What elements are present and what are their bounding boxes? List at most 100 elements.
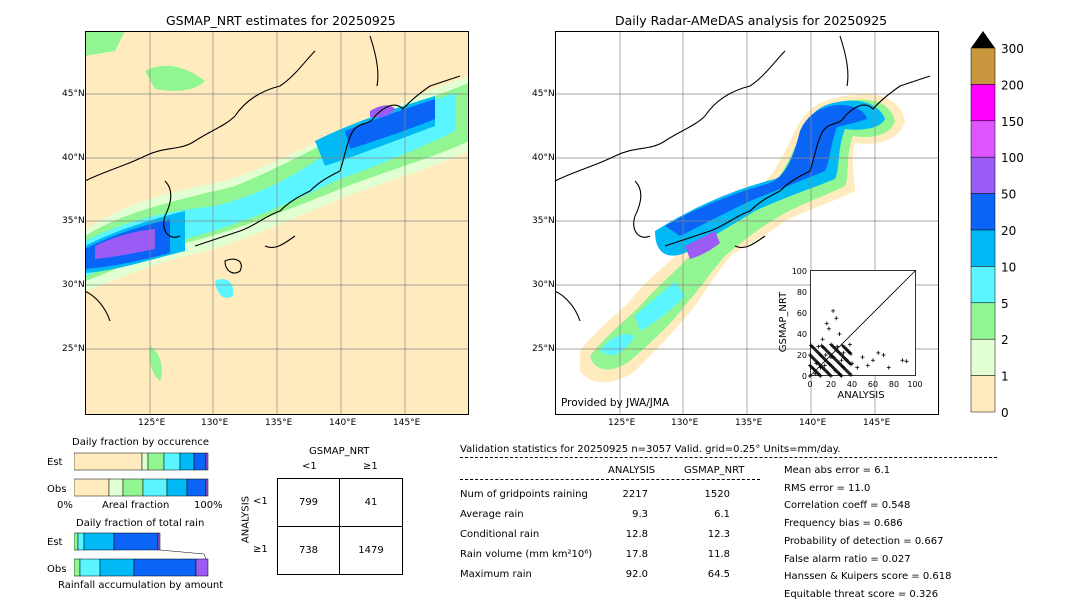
- scatter-plot: 00 20 20 40 40 60 60 80 80 100 100 ANALYSIS GSMAP_…: [778, 267, 923, 401]
- colorbar-tick-label: 10: [1001, 260, 1016, 274]
- scatter-xtick: 60: [868, 380, 878, 389]
- colorbar-tick-label: 50: [1001, 188, 1016, 202]
- validation-row-label: Average rain: [460, 509, 524, 520]
- right-map: [555, 31, 939, 415]
- left-lon-label: 140°E: [329, 418, 357, 428]
- score-line: Probability of detection = 0.667: [784, 535, 944, 547]
- scatter-point: [820, 337, 825, 342]
- contingency-divider: [278, 526, 402, 527]
- left-lon-label: 145°E: [393, 418, 421, 428]
- right-lon-label: 145°E: [863, 418, 891, 428]
- colorbar-block: [970, 338, 996, 376]
- occurrence-row-obs: Obs: [47, 484, 67, 495]
- colorbar-tick-label: 300: [1001, 42, 1024, 56]
- contingency-cell: 41: [364, 497, 378, 508]
- scatter-point: [835, 344, 840, 349]
- scatter-point: [809, 343, 814, 348]
- left-lat-label: 25°N: [62, 344, 85, 354]
- colorbar-block: [970, 156, 996, 194]
- left-lon-label: 125°E: [138, 418, 166, 428]
- colorbar-extend-arrow: [971, 31, 995, 48]
- colorbar-tick-label: 5: [1001, 297, 1009, 311]
- validation-row-gsmap: 64.5: [707, 569, 730, 580]
- score-line: False alarm ratio = 0.027: [784, 553, 911, 565]
- scatter-point: [841, 365, 846, 370]
- colorbar-tick-label: 1: [1001, 370, 1009, 384]
- scatter-ytick: 0: [802, 372, 807, 381]
- validation-row-label: Maximum rain: [460, 569, 532, 580]
- colorbar-block: [970, 375, 996, 413]
- total-rain-row-est: Est: [47, 537, 63, 548]
- scatter-point: [835, 348, 840, 353]
- scatter-xtick: 100: [907, 380, 922, 389]
- colorbar-tick-label: 20: [1001, 224, 1016, 238]
- colorbar-block: [970, 47, 996, 85]
- validation-row-gsmap: 11.8: [707, 549, 730, 560]
- colorbar-block: [970, 193, 996, 231]
- left-lat-label: 40°N: [62, 153, 85, 163]
- colorbar-tick-label: 0: [1001, 406, 1009, 420]
- validation-row-analysis: 2217: [622, 489, 648, 500]
- scatter-ytick: 100: [792, 267, 807, 276]
- scatter-point: [886, 365, 891, 370]
- scatter-point: [848, 362, 853, 367]
- occurrence-axis-left: 0%: [57, 500, 73, 511]
- validation-divider: [460, 457, 997, 458]
- occurrence-title: Daily fraction by occurence: [72, 437, 210, 448]
- validation-row-gsmap: 6.1: [714, 509, 730, 520]
- scatter-point: [822, 363, 827, 368]
- identity-line: [809, 269, 917, 377]
- validation-row: Rain volume (mm km²10⁶) 17.8 11.8: [460, 546, 760, 566]
- left-lon-label: 135°E: [265, 418, 293, 428]
- validation-row-analysis: 17.8: [625, 549, 648, 560]
- scatter-ylabel: GSMAP_NRT: [778, 291, 789, 352]
- validation-row: Num of gridpoints raining 2217 1520: [460, 486, 760, 506]
- validation-header: Validation statistics for 20250925 n=305…: [460, 444, 841, 455]
- left-lat-label: 30°N: [62, 280, 85, 290]
- right-lat-label: 25°N: [532, 344, 555, 354]
- right-lon-label: 125°E: [608, 418, 636, 428]
- scatter-point: [824, 369, 829, 374]
- colorbar-tick-label: 200: [1001, 78, 1024, 92]
- score-line: Mean abs error = 6.1: [784, 465, 891, 476]
- scatter-point: [841, 350, 846, 355]
- scatter-point: [827, 362, 832, 367]
- scatter-point: [818, 374, 823, 378]
- scatter-xtick: 40: [847, 380, 857, 389]
- scatter-point: [855, 365, 860, 370]
- left-lat-label: 45°N: [62, 89, 85, 99]
- total-rain-axis-label: Rainfall accumulation by amount: [58, 580, 224, 591]
- score-line: Equitable threat score = 0.326: [784, 588, 939, 600]
- score-line: Hanssen & Kuipers score = 0.618: [784, 571, 952, 583]
- scatter-point: [837, 332, 842, 336]
- scatter-xtick: 80: [889, 380, 899, 389]
- contingency-cell: 1479: [358, 545, 384, 556]
- colorbar-block: [970, 302, 996, 340]
- scatter-point: [847, 350, 852, 355]
- total-rain-bars: [74, 532, 209, 577]
- contingency-row-header: ANALYSIS: [240, 495, 252, 544]
- validation-table: Num of gridpoints raining 2217 1520 Aver…: [460, 486, 760, 586]
- right-map-title: Daily Radar-AMeDAS analysis for 20250925: [615, 13, 888, 28]
- scatter-point: [839, 358, 844, 363]
- scatter-point: [844, 358, 849, 363]
- right-lon-label: 130°E: [671, 418, 699, 428]
- contingency-cell: 738: [298, 545, 319, 556]
- validation-scores: Mean abs error = 6.1 RMS error = 11.0 Co…: [784, 462, 951, 604]
- colorbar-tick-label: 150: [1001, 115, 1024, 129]
- validation-row-analysis: 12.8: [625, 529, 648, 540]
- right-lat-label: 40°N: [532, 153, 555, 163]
- scatter-frame: [810, 270, 916, 376]
- contingency-cell: 799: [298, 497, 319, 508]
- left-map: [85, 31, 469, 415]
- left-lon-label: 130°E: [201, 418, 229, 428]
- occurrence-row-est: Est: [47, 457, 63, 468]
- validation-row: Average rain 9.3 6.1: [460, 506, 760, 526]
- validation-row-gsmap: 1520: [704, 489, 730, 500]
- provider-credit: Provided by JWA/JMA: [561, 397, 670, 409]
- scatter-point: [847, 342, 852, 347]
- validation-col-gsmap: GSMAP_NRT: [684, 465, 745, 476]
- scatter-point: [871, 358, 875, 363]
- scatter-point: [821, 345, 826, 350]
